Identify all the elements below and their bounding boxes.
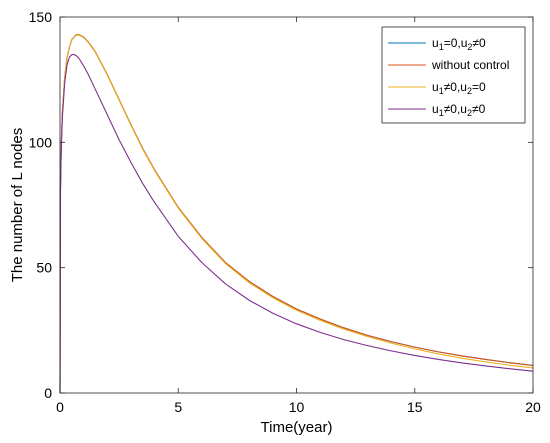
x-tick-label: 20 bbox=[525, 399, 541, 415]
legend-text: u bbox=[432, 102, 439, 116]
legend-subscript: 1 bbox=[439, 42, 444, 52]
legend-text: ≠0,u bbox=[444, 80, 467, 94]
legend-subscript: 2 bbox=[467, 42, 472, 52]
y-axis-label: The number of L nodes bbox=[9, 128, 26, 283]
series-line-3 bbox=[59, 34, 534, 394]
legend-text: ≠0 bbox=[472, 102, 486, 116]
x-tick-label: 15 bbox=[407, 399, 423, 415]
axis-ticks: 0 5 10 15 20 0 50 100 150 bbox=[29, 9, 541, 415]
legend-text: without control bbox=[431, 58, 509, 72]
y-tick-label: 150 bbox=[29, 9, 53, 25]
legend-entry-3: u1≠0,u2=0 bbox=[432, 80, 486, 96]
legend-subscript: 2 bbox=[467, 86, 472, 96]
legend-subscript: 1 bbox=[439, 108, 444, 118]
legend-text: ≠0 bbox=[472, 36, 486, 50]
x-axis-label: Time(year) bbox=[261, 419, 333, 436]
x-tick-label: 0 bbox=[56, 399, 64, 415]
legend-text: =0,u bbox=[444, 36, 468, 50]
x-tick-label: 5 bbox=[174, 399, 182, 415]
series-line-4 bbox=[59, 54, 534, 394]
y-tick-label: 0 bbox=[44, 385, 52, 401]
legend-text: ≠0,u bbox=[444, 102, 467, 116]
legend-entry-1: u1=0,u2≠0 bbox=[432, 36, 486, 52]
legend-entry-2: without control bbox=[431, 58, 509, 72]
y-tick-label: 50 bbox=[36, 260, 52, 276]
legend-subscript: 1 bbox=[439, 86, 444, 96]
legend-text: u bbox=[432, 36, 439, 50]
legend-text: u bbox=[432, 80, 439, 94]
series-lines bbox=[59, 34, 534, 394]
x-tick-label: 10 bbox=[289, 399, 305, 415]
y-tick-label: 100 bbox=[29, 134, 53, 150]
legend-entry-4: u1≠0,u2≠0 bbox=[432, 102, 486, 118]
legend-subscript: 2 bbox=[467, 108, 472, 118]
legend-text: =0 bbox=[472, 80, 486, 94]
